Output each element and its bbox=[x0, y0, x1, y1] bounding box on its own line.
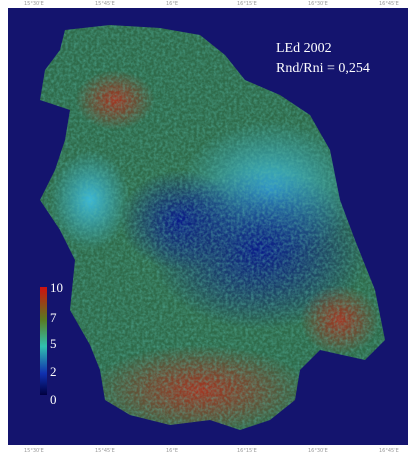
ratio-annotation: Rnd/Rni = 0,254 bbox=[276, 61, 370, 76]
bottom-longitude-label: 16°15'E bbox=[237, 448, 257, 454]
bottom-longitude-label: 16°45'E bbox=[379, 448, 399, 454]
bottom-longitude-label: 15°30'E bbox=[24, 448, 44, 454]
top-longitude-label: 16°45'E bbox=[379, 1, 399, 7]
bottom-longitude-label: 15°45'E bbox=[95, 448, 115, 454]
scale-tick-label: 2 bbox=[50, 364, 57, 379]
bottom-longitude-label: 16°E bbox=[166, 448, 178, 454]
top-longitude-label: 15°30'E bbox=[24, 1, 44, 7]
top-longitude-label: 16°E bbox=[166, 1, 178, 7]
color-scale bbox=[40, 287, 47, 395]
scale-tick-label: 5 bbox=[50, 336, 57, 351]
map-title: LEd 2002 bbox=[276, 41, 332, 56]
top-longitude-label: 16°30'E bbox=[308, 1, 328, 7]
scale-tick-label: 10 bbox=[50, 280, 63, 295]
scale-tick-label: 0 bbox=[50, 392, 57, 407]
map-figure: LEd 2002 Rnd/Rni = 0,254 10 7 5 2 0 15°30'E 1… bbox=[0, 0, 416, 455]
scale-tick-label: 7 bbox=[50, 310, 57, 325]
top-longitude-label: 15°45'E bbox=[95, 1, 115, 7]
top-longitude-label: 16°15'E bbox=[237, 1, 257, 7]
bottom-longitude-label: 16°30'E bbox=[308, 448, 328, 454]
